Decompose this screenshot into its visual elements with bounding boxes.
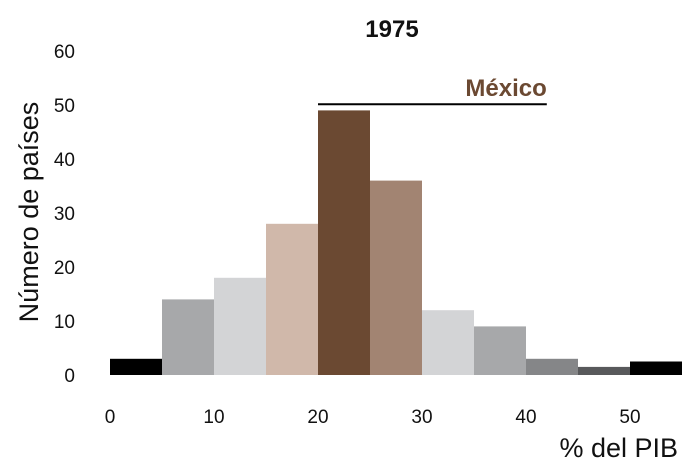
x-tick-labels: 0 10 20 30 40 50 (105, 407, 641, 428)
histogram-bar-1 (162, 299, 214, 375)
y-tick-label: 40 (54, 150, 75, 171)
y-tick-labels: 0 10 20 30 40 50 60 (54, 42, 75, 387)
histogram-bar-9 (578, 366, 630, 375)
y-tick-label: 60 (54, 42, 75, 63)
histogram-bar-5 (370, 180, 422, 375)
histogram-bar-3 (266, 223, 318, 375)
y-tick-label: 50 (54, 96, 75, 117)
x-tick-label: 10 (203, 407, 224, 428)
y-tick-label: 20 (54, 258, 75, 279)
x-tick-label: 20 (307, 407, 328, 428)
y-tick-label: 10 (54, 312, 75, 333)
histogram-bar-10 (630, 361, 682, 375)
y-tick-label: 30 (54, 204, 75, 225)
histogram-bar-8 (526, 358, 578, 375)
chart-title: 1975 (365, 16, 418, 43)
x-tick-label: 30 (411, 407, 432, 428)
x-tick-label: 0 (105, 407, 116, 428)
mexico-annotation: México (318, 75, 547, 106)
x-tick-label: 50 (619, 407, 640, 428)
histogram-bar-4 (318, 110, 370, 376)
histogram-bar-0 (110, 358, 162, 375)
y-tick-label: 0 (64, 366, 75, 387)
x-tick-label: 40 (515, 407, 536, 428)
x-axis-title: % del PIB (559, 433, 678, 463)
mexico-label: México (465, 75, 546, 102)
histogram-bar-2 (214, 277, 266, 375)
bars-group (110, 110, 682, 376)
y-axis-title: Número de países (14, 102, 44, 323)
histogram-bar-6 (422, 310, 474, 375)
histogram-bar-7 (474, 326, 526, 375)
